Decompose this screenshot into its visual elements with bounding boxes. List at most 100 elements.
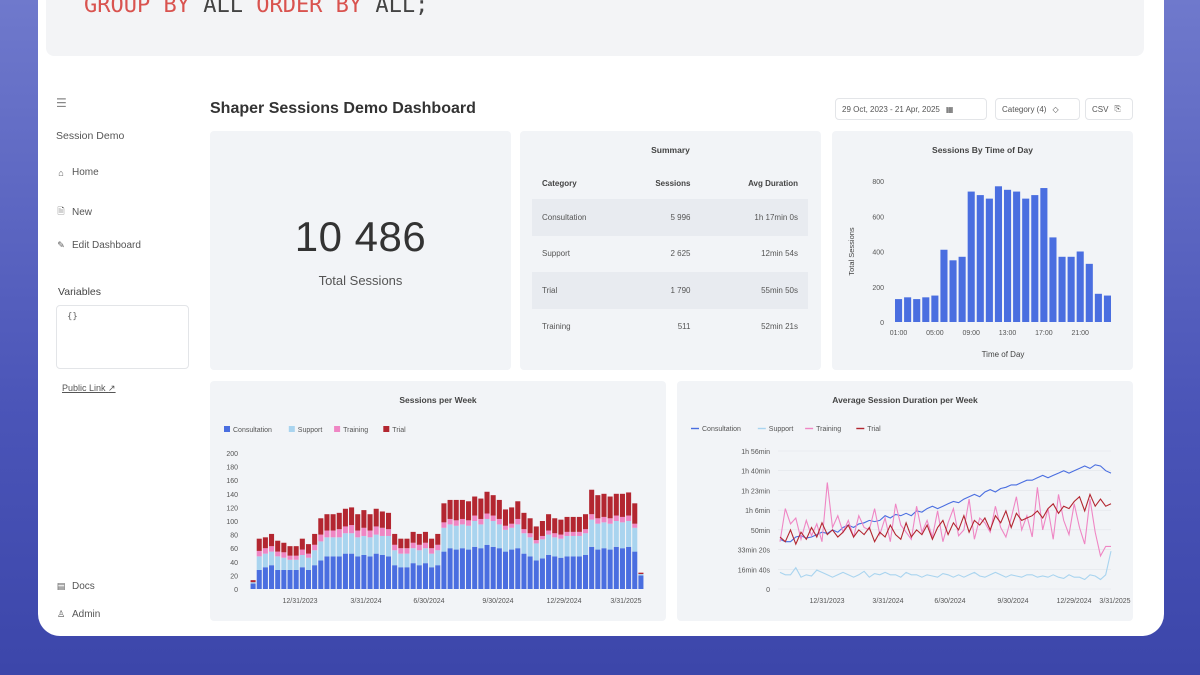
y-tick-label: 20 [230, 573, 238, 580]
category-filter[interactable]: Category (4) ◇ [995, 98, 1080, 120]
y-tick-label: 200 [226, 451, 238, 458]
bar-segment-support [515, 524, 521, 549]
sidebar-item-label: Edit Dashboard [72, 240, 141, 251]
bar-segment-consultation [342, 553, 348, 589]
legend-label-training: Training [343, 427, 368, 434]
bar-segment-support [269, 551, 275, 566]
bar-segment-consultation [552, 556, 558, 589]
sidebar-item-admin[interactable]: ♙ Admin [56, 609, 100, 620]
bar-segment-training [342, 526, 348, 534]
new-doc-icon: 🗎 [57, 206, 65, 216]
y-tick-label: 50min [751, 528, 770, 535]
bar-segment-training [564, 531, 570, 536]
bar-segment-training [416, 544, 422, 551]
bar-segment-consultation [392, 565, 398, 589]
bar-segment-consultation [619, 548, 625, 589]
variables-editor[interactable]: {} [56, 305, 189, 369]
bar-segment-trial [318, 518, 324, 535]
user-icon: ♙ [56, 609, 66, 619]
bar-segment-training [385, 529, 392, 536]
bar-segment-consultation [490, 546, 496, 589]
bar-segment-training [262, 548, 268, 554]
bar-segment-support [330, 537, 336, 557]
sidebar-item-new[interactable]: 🗎 New [56, 204, 92, 220]
legend-label-consultation: Consultation [702, 426, 741, 433]
bar-segment-training [552, 533, 558, 538]
x-tick-label: 6/30/2024 [934, 598, 965, 605]
bar-segment-support [459, 524, 465, 549]
bar-segment-training [256, 550, 262, 557]
bar-23:00 [1094, 293, 1102, 322]
y-tick-label: 100 [226, 519, 238, 526]
bar-segment-support [410, 548, 416, 564]
bar-segment-consultation [447, 548, 453, 589]
y-tick-label: 0 [234, 587, 238, 594]
bar-segment-training [441, 522, 447, 528]
bar-segment-trial [539, 521, 545, 536]
table-cell: 2 625 [670, 249, 691, 259]
sql-token: ALL; [362, 0, 429, 18]
date-range-picker[interactable]: 29 Oct, 2023 - 21 Apr, 2025 ▦ [835, 98, 987, 120]
bar-segment-trial [441, 503, 447, 523]
bar-segment-training [509, 523, 515, 528]
bar-segment-support [502, 529, 509, 552]
sidebar-item-edit-dashboard[interactable]: ✎ Edit Dashboard [56, 240, 141, 251]
y-tick-label: 0 [766, 587, 770, 594]
bar-segment-support [355, 537, 361, 557]
total-sessions-value: 10 486 [294, 213, 427, 260]
bar-segment-consultation [539, 558, 545, 589]
bar-segment-trial [478, 498, 484, 519]
bar-segment-support [342, 533, 348, 554]
table-row: Trial 1 790 55min 50s [532, 272, 808, 309]
hamburger-menu-icon[interactable]: ☰ [56, 96, 67, 110]
bar-segment-training [349, 525, 355, 534]
table-row: Support 2 625 12min 54s [532, 236, 808, 273]
bar-segment-trial [533, 526, 539, 541]
bar-segment-trial [422, 531, 428, 543]
bar-segment-training [361, 527, 367, 536]
bar-segment-consultation [385, 556, 392, 589]
bar-segment-support [472, 521, 478, 547]
sidebar-item-docs[interactable]: ▤ Docs [56, 581, 95, 592]
bar-segment-training [305, 553, 312, 558]
bar-segment-trial [349, 507, 355, 526]
table-cell: 12min 54s [761, 249, 798, 259]
bar-24:00 [1103, 295, 1112, 322]
bar-segment-trial [558, 519, 564, 535]
bar-segment-support [546, 534, 552, 555]
bar-segment-training [607, 518, 613, 524]
sidebar-item-label: Home [72, 167, 99, 178]
sidebar-title[interactable]: Session Demo [56, 130, 125, 142]
x-tick-label: 6/30/2024 [413, 598, 444, 605]
public-link-label: Public Link [62, 383, 106, 393]
bar-segment-support [275, 556, 281, 570]
bar-segment-trial [613, 493, 619, 516]
sessions-per-week-chart: Sessions per Week Consultation Support Trai… [224, 395, 644, 605]
table-cell: 5 996 [615, 199, 701, 236]
chevron-updown-icon: ◇ [1052, 104, 1059, 114]
legend-label-trial: Trial [392, 427, 406, 434]
bar-segment-training [287, 555, 293, 560]
bar-segment-support [287, 559, 293, 570]
bar-21:00 [1076, 251, 1084, 322]
total-sessions-label: Total Sessions [318, 273, 403, 288]
bar-segment-consultation [558, 557, 564, 589]
home-icon: ⌂ [58, 167, 64, 178]
y-tick-label: 400 [872, 250, 884, 257]
sidebar-item-home[interactable]: ⌂ Home [56, 167, 99, 178]
bar-segment-trial [379, 511, 385, 528]
bar-segment-support [484, 518, 490, 545]
bar-segment-training [312, 544, 318, 551]
bar-segment-training [398, 548, 404, 554]
bar-segment-trial [398, 538, 404, 549]
bar-segment-consultation [299, 567, 305, 589]
column-header-category: Category [542, 178, 577, 188]
bar-segment-training [447, 518, 453, 525]
bar-segment-support [379, 535, 385, 555]
bar-segment-training [472, 515, 478, 521]
public-link[interactable]: Public Link ↗ [62, 383, 116, 394]
y-tick-label: 600 [872, 214, 884, 221]
bar-14:00 [1013, 191, 1021, 322]
bar-segment-trial [546, 514, 552, 531]
csv-download-button[interactable]: CSV ⎘ [1085, 98, 1133, 120]
